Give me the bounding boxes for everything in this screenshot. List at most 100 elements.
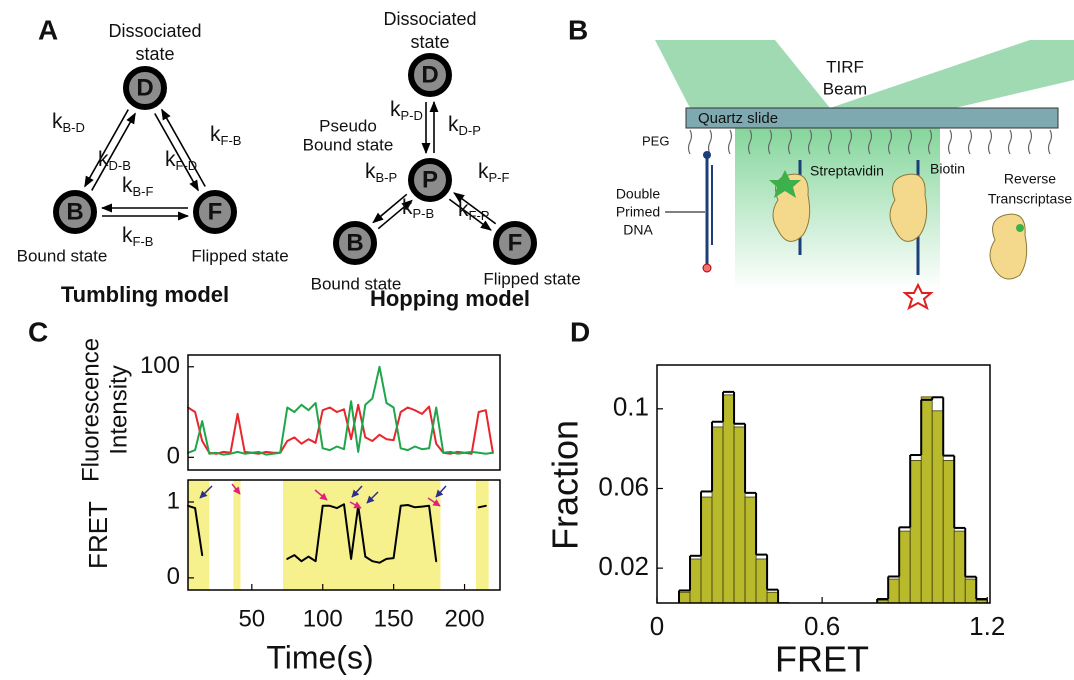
rate-arrow	[453, 192, 497, 225]
y-tick-label: 100	[140, 352, 180, 379]
bar	[953, 530, 966, 603]
rate-label: kF-D	[165, 148, 197, 174]
annotation-arrow	[366, 491, 379, 504]
state-letter: F	[208, 198, 223, 225]
rate-arrow	[91, 112, 136, 191]
panel-letter: D	[570, 316, 590, 347]
caption: Bound state	[303, 135, 394, 154]
caption: state	[410, 32, 449, 52]
annotation-arrow	[427, 497, 441, 507]
rate-subscript: F-D	[176, 158, 198, 173]
bar	[678, 591, 691, 603]
rate-subscript: F-P	[469, 208, 490, 223]
rate-label: kP-F	[478, 160, 510, 186]
setup-label: DNA	[623, 222, 653, 238]
panel-letter: B	[568, 14, 588, 45]
setup-label: Biotin	[930, 161, 965, 177]
enzyme	[889, 173, 928, 242]
state-letter: B	[66, 198, 83, 225]
setup-label: Transcriptase	[988, 191, 1073, 207]
rate-subscript: B-F	[133, 184, 154, 199]
setup-schematic: TIRF Beam Quartz slide PEG Streptavidin …	[616, 40, 1074, 311]
rate-label: kD-B	[98, 148, 131, 174]
setup-label: Double	[616, 186, 661, 202]
bar	[700, 496, 713, 603]
rate-symbol: k	[478, 160, 489, 183]
state-letter: D	[136, 74, 153, 101]
rate-symbol: k	[390, 98, 401, 121]
rate-label: kF-P	[458, 198, 489, 224]
rate-label: kF-B	[210, 123, 241, 149]
annotation-arrow	[199, 485, 213, 499]
state-letter: D	[421, 61, 438, 88]
y-axis-label: FRET	[83, 501, 113, 569]
caption: state	[135, 44, 174, 64]
state-label: Flipped state	[191, 246, 288, 265]
rate-arrow	[448, 198, 492, 231]
rate-arrow	[377, 199, 413, 230]
rate-subscript: B-D	[63, 120, 85, 135]
y-tick-label: 0	[167, 443, 180, 470]
state-node	[408, 53, 452, 97]
model-title: Hopping model	[370, 286, 530, 311]
trace	[187, 503, 487, 564]
annotation-arrow	[349, 501, 362, 509]
plot-frame	[187, 479, 501, 591]
rate-label: kP-D	[390, 98, 423, 124]
bar	[733, 426, 746, 603]
rate-arrow	[84, 109, 129, 188]
setup-label: Streptavidin	[810, 163, 884, 179]
x-axis-label: FRET	[775, 639, 869, 680]
bar	[755, 558, 768, 603]
rate-symbol: k	[98, 148, 109, 171]
y-tick-label: 0.06	[598, 471, 649, 501]
panel-letter: C	[28, 316, 48, 347]
setup-label: Quartz slide	[698, 110, 778, 127]
rate-arrow	[154, 113, 199, 192]
bar	[942, 459, 955, 603]
dye	[702, 263, 712, 273]
y-axis-label: Intensity	[105, 365, 132, 454]
y-axis-label: Fluorescence	[77, 338, 104, 482]
annotation-arrow	[435, 485, 447, 498]
donor-dye	[769, 170, 801, 198]
state-node	[193, 190, 237, 234]
rate-label: kF-B	[122, 224, 153, 250]
rate-symbol: k	[122, 174, 133, 197]
rate-label: kP-B	[402, 196, 434, 222]
x-tick-label: 150	[374, 605, 414, 632]
model-title: Tumbling model	[61, 282, 229, 307]
state-node	[493, 221, 537, 265]
acceptor-dye	[902, 282, 934, 311]
state-label: Bound state	[311, 274, 402, 293]
caption: Pseudo	[319, 116, 377, 135]
rate-symbol: k	[402, 196, 413, 219]
trace	[187, 403, 494, 455]
caption: Dissociated	[383, 9, 476, 29]
enzyme	[989, 213, 1028, 280]
panel-letter: A	[38, 14, 58, 45]
y-tick-label: 1	[167, 487, 180, 514]
x-tick-label: 200	[445, 605, 485, 632]
setup-label: PEG	[642, 133, 669, 148]
rate-subscript: F-B	[221, 133, 242, 148]
x-tick-label: 50	[238, 605, 265, 632]
bar	[689, 558, 702, 603]
setup-label: Primed	[616, 204, 660, 220]
rate-arrow	[372, 193, 408, 224]
trace	[187, 365, 494, 456]
rate-subscript: P-B	[413, 206, 435, 221]
plot-frame	[656, 364, 991, 604]
bar	[964, 578, 977, 603]
peg-brush	[687, 129, 1053, 155]
rate-symbol: k	[52, 110, 63, 133]
bar	[744, 496, 757, 603]
rate-symbol: k	[122, 224, 133, 247]
bar	[722, 394, 735, 603]
caption: Dissociated	[108, 21, 201, 41]
rate-symbol: k	[210, 123, 221, 146]
rate-subscript: P-D	[401, 108, 423, 123]
state-node	[333, 221, 377, 265]
rate-arrow	[161, 108, 206, 187]
